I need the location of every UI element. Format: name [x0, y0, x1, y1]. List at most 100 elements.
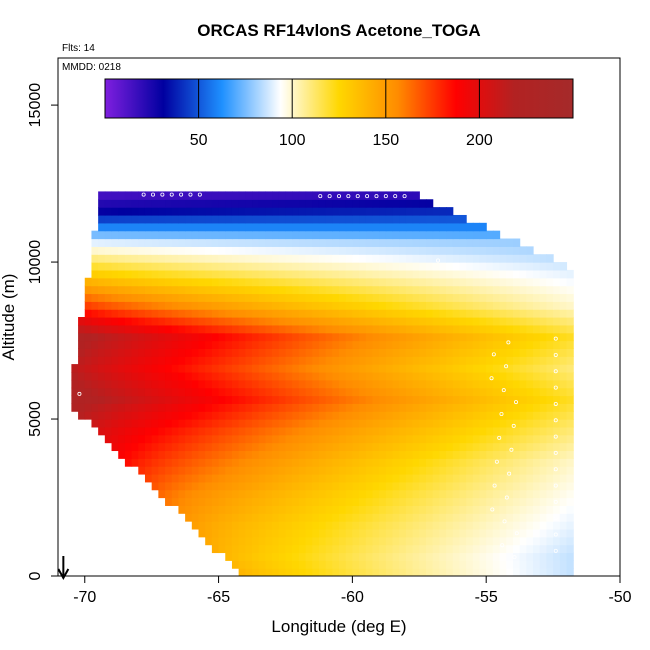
- heatmap-cell: [131, 285, 139, 295]
- heatmap-cell: [405, 434, 414, 444]
- heatmap-cell: [359, 513, 367, 522]
- heatmap-cell: [98, 324, 106, 334]
- heatmap-cell: [198, 442, 206, 452]
- heatmap-cell: [225, 191, 233, 200]
- heatmap-cell: [392, 222, 400, 232]
- heatmap-cell: [318, 560, 327, 569]
- heatmap-cell: [245, 317, 253, 326]
- heatmap-cell: [265, 426, 273, 436]
- heatmap-cell: [252, 513, 260, 522]
- heatmap-cell: [191, 505, 200, 514]
- heatmap-cell: [231, 348, 240, 357]
- heatmap-cell: [359, 364, 367, 373]
- heatmap-cell: [492, 442, 501, 452]
- heatmap-cell: [452, 473, 461, 483]
- heatmap-cell: [318, 230, 327, 240]
- heatmap-cell: [158, 387, 166, 397]
- heatmap-cell: [252, 568, 260, 576]
- heatmap-cell: [365, 332, 374, 342]
- heatmap-cell: [292, 214, 300, 224]
- heatmap-cell: [372, 497, 380, 506]
- heatmap-cell: [546, 458, 554, 467]
- heatmap-cell: [332, 552, 340, 561]
- heatmap-cell: [278, 536, 287, 546]
- heatmap-cell: [446, 364, 454, 373]
- heatmap-cell: [345, 387, 353, 397]
- heatmap-cell: [553, 293, 561, 302]
- heatmap-cell: [526, 458, 534, 467]
- heatmap-cell: [198, 191, 206, 200]
- heatmap-cell: [325, 411, 333, 420]
- heatmap-cell: [265, 568, 273, 576]
- heatmap-cell: [312, 356, 320, 365]
- heatmap-cell: [258, 277, 267, 287]
- heatmap-cell: [231, 238, 240, 247]
- heatmap-cell: [432, 426, 440, 436]
- heatmap-cell: [104, 254, 113, 263]
- heatmap-cell: [399, 560, 407, 569]
- heatmap-cell: [131, 450, 139, 459]
- heatmap-cell: [499, 309, 507, 318]
- heatmap-cell: [292, 505, 300, 514]
- heatmap-cell: [519, 505, 527, 514]
- heatmap-cell: [566, 442, 574, 452]
- heatmap-cell: [332, 277, 340, 287]
- heatmap-cell: [539, 309, 548, 318]
- heatmap-cell: [459, 403, 467, 412]
- heatmap-cell: [131, 332, 139, 342]
- heatmap-cell: [459, 560, 467, 569]
- heatmap-cell: [124, 309, 133, 318]
- heatmap-cell: [512, 387, 521, 397]
- heatmap-cell: [372, 222, 380, 232]
- heatmap-cell: [519, 544, 527, 554]
- heatmap-cell: [151, 356, 159, 365]
- heatmap-cell: [332, 301, 340, 310]
- heatmap-cell: [185, 364, 193, 373]
- heatmap-cell: [385, 191, 394, 200]
- heatmap-cell: [265, 293, 273, 302]
- heatmap-cell: [292, 528, 300, 538]
- heatmap-cell: [405, 254, 414, 263]
- heatmap-cell: [539, 426, 548, 436]
- heatmap-cell: [425, 246, 434, 255]
- heatmap-cell: [553, 552, 561, 561]
- heatmap-cell: [318, 246, 327, 255]
- heatmap-cell: [566, 285, 574, 295]
- heatmap-cell: [84, 332, 93, 342]
- heatmap-cell: [138, 254, 146, 263]
- heatmap-cell: [412, 426, 420, 436]
- heatmap-cell: [312, 458, 320, 467]
- heatmap-cell: [499, 254, 507, 263]
- heatmap-cell: [519, 450, 527, 459]
- heatmap-cell: [546, 442, 554, 452]
- heatmap-cell: [225, 466, 233, 475]
- chart-title: ORCAS RF14vlonS Acetone_TOGA: [197, 21, 480, 40]
- heatmap-cell: [479, 536, 487, 546]
- heatmap-cell: [459, 238, 467, 247]
- heatmap-cell: [185, 324, 193, 334]
- heatmap-cell: [258, 458, 267, 467]
- heatmap-cell: [379, 411, 387, 420]
- heatmap-cell: [479, 434, 487, 444]
- heatmap-cell: [379, 419, 387, 428]
- heatmap-cell: [272, 340, 280, 349]
- heatmap-cell: [151, 387, 159, 397]
- heatmap-cell: [352, 497, 360, 506]
- heatmap-cell: [198, 403, 206, 412]
- heatmap-cell: [205, 536, 213, 546]
- heatmap-cell: [245, 497, 253, 506]
- heatmap-cell: [385, 254, 394, 263]
- heatmap-cell: [305, 442, 313, 452]
- heatmap-cell: [539, 560, 548, 569]
- heatmap-cell: [446, 434, 454, 444]
- heatmap-cell: [533, 497, 541, 506]
- heatmap-cell: [439, 426, 447, 436]
- heatmap-cell: [379, 293, 387, 302]
- heatmap-cell: [151, 395, 159, 404]
- heatmap-cell: [539, 332, 548, 342]
- heatmap-cell: [198, 497, 206, 506]
- heatmap-cell: [439, 332, 447, 342]
- heatmap-cell: [318, 513, 327, 522]
- heatmap-cell: [466, 481, 474, 491]
- heatmap-cell: [405, 403, 414, 412]
